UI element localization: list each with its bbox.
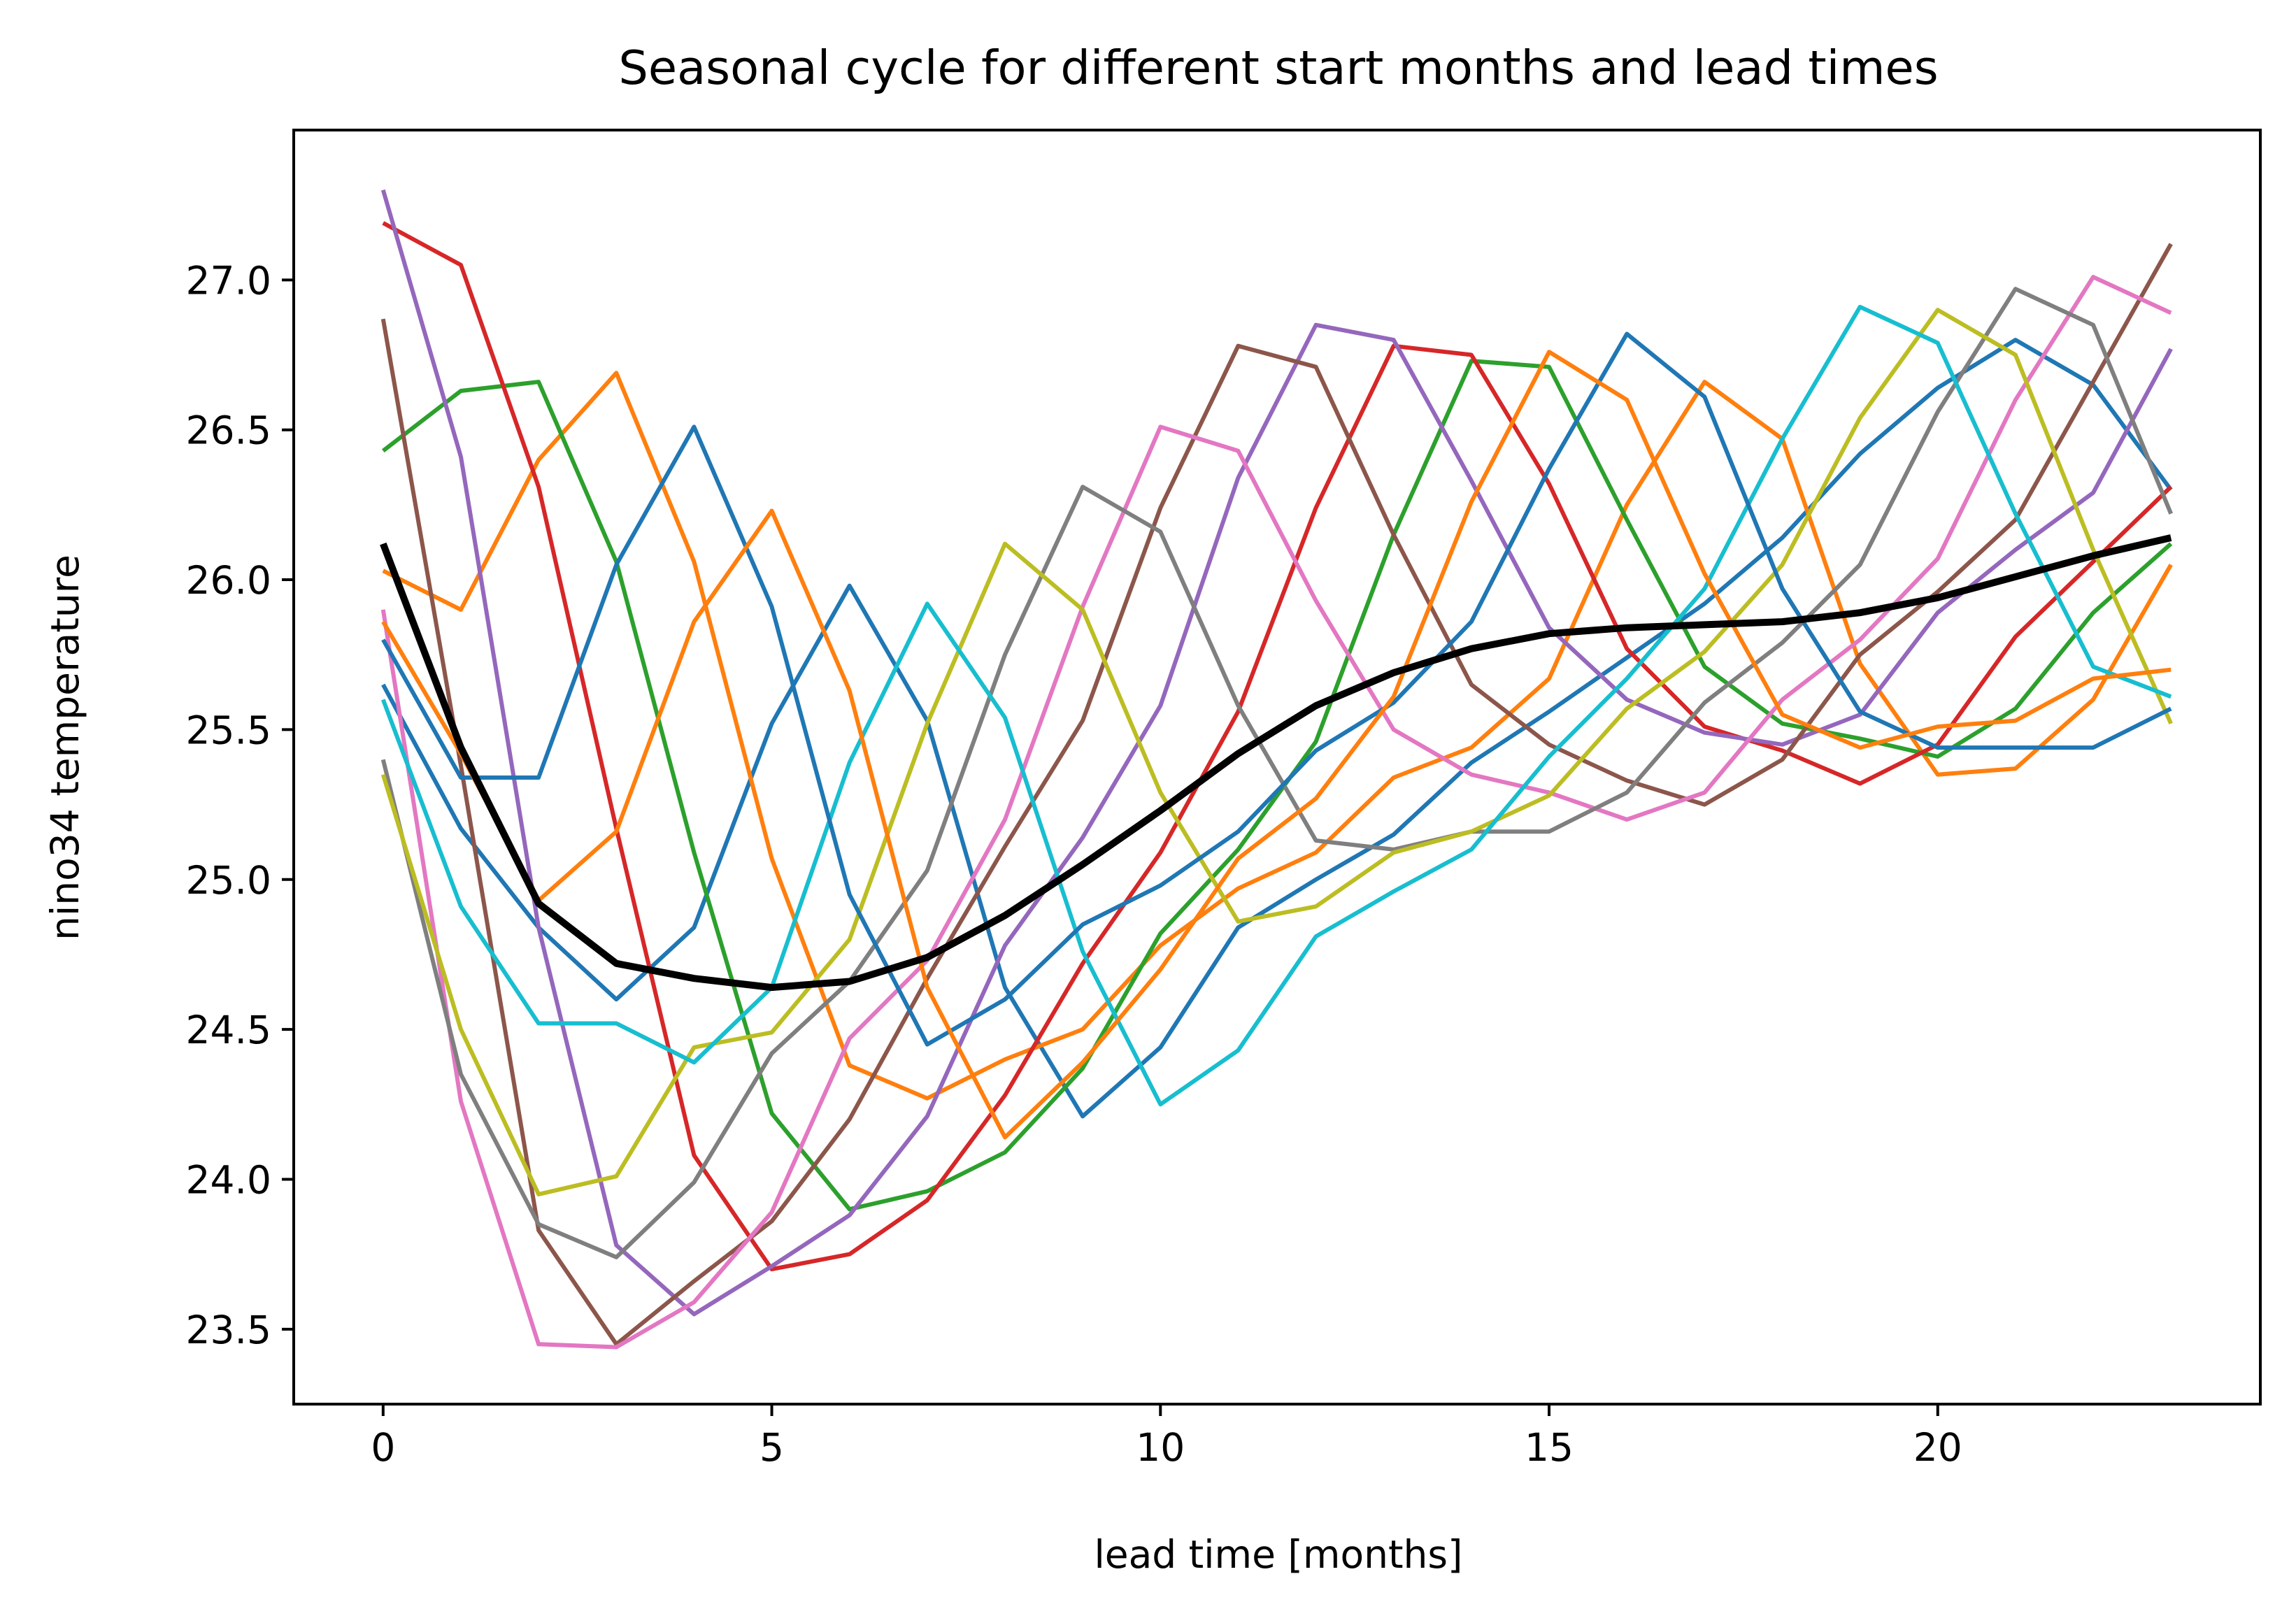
y-tick-label: 27.0: [186, 258, 271, 303]
y-tick-label: 25.5: [186, 708, 271, 752]
y-tick-label: 26.5: [186, 408, 271, 453]
chart-title: Seasonal cycle for different start month…: [618, 41, 1938, 95]
x-tick-label: 15: [1525, 1425, 1574, 1470]
series-line-1: [381, 338, 2173, 1119]
series-line-6: [380, 243, 2173, 1347]
series-line-3: [381, 359, 2173, 1212]
y-tick-label: 23.5: [186, 1308, 271, 1352]
x-tick-label: 5: [760, 1425, 784, 1470]
x-axis-label: lead time [months]: [1094, 1532, 1462, 1577]
series-line-9: [380, 308, 2173, 1196]
series-line-4: [382, 221, 2173, 1272]
series-line-8: [380, 287, 2173, 1259]
y-axis-label: nino34 temperature: [43, 555, 87, 941]
series-line-5: [380, 189, 2173, 1317]
y-tick-label: 26.0: [186, 558, 271, 603]
series-line-7: [380, 275, 2172, 1350]
x-tick-label: 10: [1136, 1425, 1185, 1470]
plot-area: [380, 189, 2173, 1350]
y-tick-label: 24.5: [186, 1008, 271, 1052]
series-line-2: [382, 371, 2173, 1101]
x-tick-label: 20: [1913, 1425, 1962, 1470]
series-line-12: [381, 350, 2172, 1140]
series-line-10: [380, 304, 2172, 1107]
y-tick-label: 24.0: [186, 1157, 271, 1202]
mean-series-line: [380, 534, 2172, 992]
x-axis: 0 5 10 15 20: [371, 1404, 1962, 1470]
x-tick-label: 0: [371, 1425, 395, 1470]
plot-frame: [292, 129, 2262, 1406]
series-line-11: [381, 331, 2172, 1047]
y-axis: 23.5 24.0 24.5 25.0 25.5 26.0 26.5 27.0: [186, 258, 294, 1352]
y-tick-label: 25.0: [186, 858, 271, 903]
